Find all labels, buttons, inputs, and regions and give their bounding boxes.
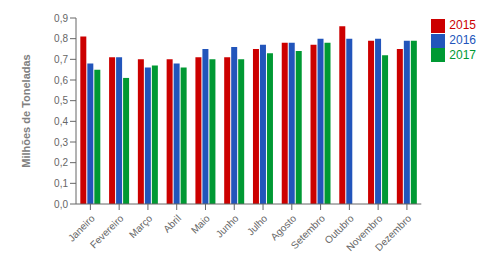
svg-text:Junho: Junho xyxy=(214,212,241,239)
svg-text:0,3: 0,3 xyxy=(54,137,68,148)
svg-text:0,8: 0,8 xyxy=(54,33,68,44)
svg-text:0,7: 0,7 xyxy=(54,54,68,65)
html-text:2016: 2016 xyxy=(449,32,476,47)
svg-text:Dezembro: Dezembro xyxy=(373,212,414,253)
svg-text:Novembro: Novembro xyxy=(344,212,385,254)
svg-text:Milhões de Toneladas: Milhões de Toneladas xyxy=(20,54,32,168)
svg-text:Setembro: Setembro xyxy=(289,212,328,251)
svg-text:Outubro: Outubro xyxy=(322,212,356,246)
svg-text:Março: Março xyxy=(127,212,155,240)
svg-text:Fevereiro: Fevereiro xyxy=(88,212,126,250)
svg-text:Julho: Julho xyxy=(245,212,270,237)
svg-text:0,5: 0,5 xyxy=(54,95,68,106)
svg-text:Janeiro: Janeiro xyxy=(65,212,97,244)
svg-text:0,1: 0,1 xyxy=(54,178,68,189)
svg-text:0,4: 0,4 xyxy=(54,116,68,127)
html-text:2017: 2017 xyxy=(449,47,476,62)
svg-text:0,6: 0,6 xyxy=(54,75,68,86)
svg-text:Agosto: Agosto xyxy=(268,212,299,243)
svg-text:Abril: Abril xyxy=(161,213,183,235)
svg-text:0,0: 0,0 xyxy=(54,199,68,210)
svg-text:0,2: 0,2 xyxy=(54,157,68,168)
html-text:2015: 2015 xyxy=(449,18,476,32)
svg-text:Maio: Maio xyxy=(189,212,212,235)
svg-text:0,9: 0,9 xyxy=(54,13,68,24)
